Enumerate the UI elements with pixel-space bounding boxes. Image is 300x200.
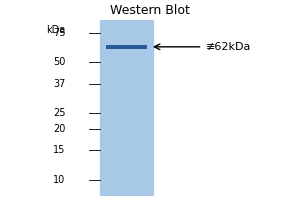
Bar	[100, 20, 153, 196]
Text: 10: 10	[53, 175, 65, 185]
Text: 20: 20	[53, 124, 65, 134]
Bar	[106, 45, 147, 49]
Text: 37: 37	[53, 79, 65, 89]
Text: 25: 25	[53, 108, 65, 118]
Text: 15: 15	[53, 145, 65, 155]
Text: kDa: kDa	[46, 25, 65, 35]
Text: ≢62kDa: ≢62kDa	[206, 42, 251, 52]
Text: 75: 75	[53, 28, 65, 38]
Title: Western Blot: Western Blot	[110, 4, 190, 17]
Text: 50: 50	[53, 57, 65, 67]
